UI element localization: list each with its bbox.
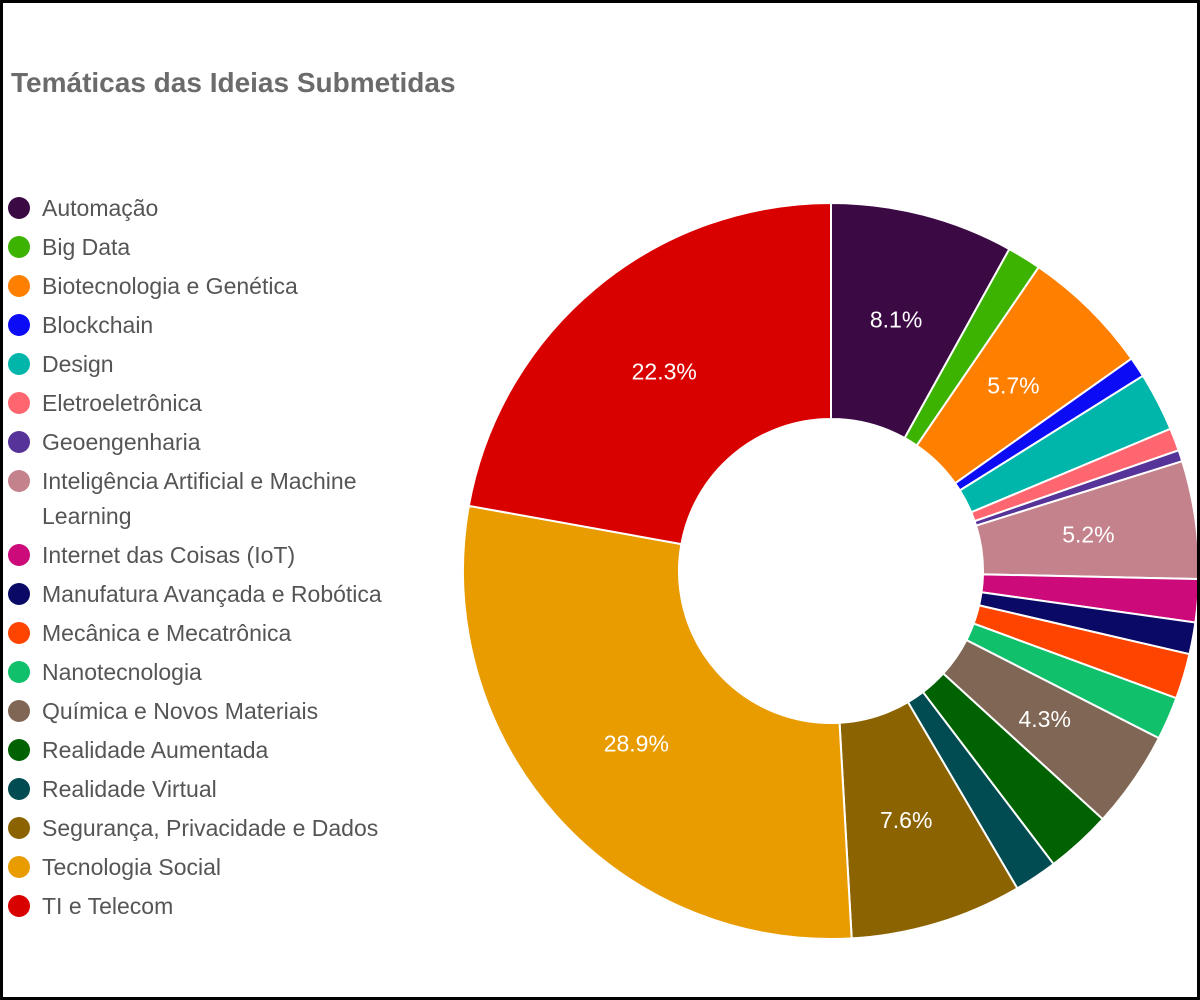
legend-label: Mecânica e Mecatrônica bbox=[42, 620, 292, 646]
legend-swatch bbox=[8, 778, 30, 800]
legend-swatch bbox=[8, 739, 30, 761]
legend-swatch bbox=[8, 275, 30, 297]
slice-data-label: 4.3% bbox=[1019, 706, 1071, 732]
legend-swatch bbox=[8, 817, 30, 839]
slice-data-label: 7.6% bbox=[880, 807, 932, 833]
legend-label: Inteligência Artificial e Machine Learni… bbox=[42, 468, 357, 529]
legend-item[interactable]: Geoengenharia bbox=[8, 425, 438, 460]
legend-item[interactable]: Eletroeletrônica bbox=[8, 386, 438, 421]
legend-label: Química e Novos Materiais bbox=[42, 698, 319, 724]
legend-item[interactable]: TI e Telecom bbox=[8, 889, 438, 924]
slice-data-label: 5.2% bbox=[1062, 522, 1114, 548]
legend-label: Tecnologia Social bbox=[42, 854, 222, 880]
donut-slice[interactable] bbox=[974, 459, 1197, 581]
chart-legend: Automação Big Data Biotecnologia e Genétic… bbox=[8, 191, 438, 928]
legend-label: Segurança, Privacidade e Dados bbox=[42, 815, 379, 841]
legend-label: Big Data bbox=[42, 234, 131, 260]
legend-label: Realidade Virtual bbox=[42, 776, 217, 802]
legend-item[interactable]: Big Data bbox=[8, 230, 438, 265]
slice-data-label: 5.7% bbox=[987, 373, 1039, 399]
slice-data-label: 22.3% bbox=[632, 359, 697, 385]
slice-data-label: 28.9% bbox=[604, 730, 669, 756]
legend-item[interactable]: Nanotecnologia bbox=[8, 655, 438, 690]
chart-title: Temáticas das Ideias Submetidas bbox=[11, 67, 456, 98]
legend-label: Geoengenharia bbox=[42, 429, 201, 455]
legend-item[interactable]: Mecânica e Mecatrônica bbox=[8, 616, 438, 651]
legend-swatch bbox=[8, 544, 30, 566]
legend-item[interactable]: Manufatura Avançada e Robótica bbox=[8, 577, 438, 612]
legend-label: Eletroeletrônica bbox=[42, 390, 202, 416]
legend-label: Automação bbox=[42, 195, 159, 221]
legend-swatch bbox=[8, 431, 30, 453]
legend-item[interactable]: Automação bbox=[8, 191, 438, 226]
legend-swatch bbox=[8, 314, 30, 336]
legend-item[interactable]: Química e Novos Materiais bbox=[8, 694, 438, 729]
legend-item[interactable]: Segurança, Privacidade e Dados bbox=[8, 811, 438, 846]
legend-swatch bbox=[8, 661, 30, 683]
legend-label: Blockchain bbox=[42, 312, 154, 338]
legend-swatch bbox=[8, 622, 30, 644]
legend-item[interactable]: Realidade Aumentada bbox=[8, 733, 438, 768]
legend-label: Internet das Coisas (IoT) bbox=[42, 542, 296, 568]
legend-swatch bbox=[8, 470, 30, 492]
legend-swatch bbox=[8, 856, 30, 878]
legend-item[interactable]: Internet das Coisas (IoT) bbox=[8, 538, 438, 573]
legend-label: Nanotecnologia bbox=[42, 659, 202, 685]
legend-swatch bbox=[8, 895, 30, 917]
legend-item[interactable]: Design bbox=[8, 347, 438, 382]
legend-swatch bbox=[8, 583, 30, 605]
legend-label: Realidade Aumentada bbox=[42, 737, 269, 763]
legend-swatch bbox=[8, 353, 30, 375]
legend-label: Design bbox=[42, 351, 114, 377]
legend-item[interactable]: Blockchain bbox=[8, 308, 438, 343]
legend-item[interactable]: Realidade Virtual bbox=[8, 772, 438, 807]
legend-label: Manufatura Avançada e Robótica bbox=[42, 581, 382, 607]
legend-label: Biotecnologia e Genética bbox=[42, 273, 298, 299]
slice-data-label: 8.1% bbox=[870, 306, 922, 332]
legend-item[interactable]: Tecnologia Social bbox=[8, 850, 438, 885]
donut-slice[interactable] bbox=[462, 504, 853, 940]
legend-label: TI e Telecom bbox=[42, 893, 174, 919]
legend-swatch bbox=[8, 236, 30, 258]
donut-slice[interactable] bbox=[467, 201, 832, 546]
legend-swatch bbox=[8, 700, 30, 722]
legend-swatch bbox=[8, 197, 30, 219]
legend-swatch bbox=[8, 392, 30, 414]
legend-item[interactable]: Inteligência Artificial e Machine Learni… bbox=[8, 464, 438, 534]
donut-chart: 8.1% 5.7% 5.2% 4.3% 7.6% 28.9% 22.3% bbox=[462, 201, 1197, 940]
legend-item[interactable]: Biotecnologia e Genética bbox=[8, 269, 438, 304]
